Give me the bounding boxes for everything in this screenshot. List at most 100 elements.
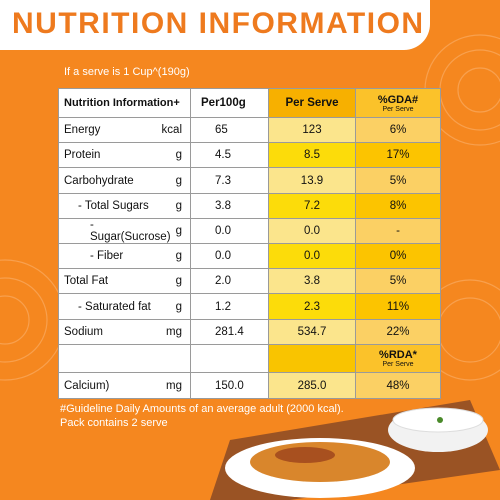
header-cell: Per Serve (268, 88, 356, 118)
gda: 48% (386, 379, 410, 392)
value-cell: 5% (355, 167, 441, 194)
value-cell: 0% (355, 243, 441, 269)
value-cell: 2.3 (268, 293, 356, 320)
unit: g (175, 174, 182, 187)
unit: kcal (161, 124, 182, 136)
per-100g: 150.0 (215, 379, 244, 392)
name-cell: - Saturated fat g (58, 293, 191, 320)
value-cell: 2.0 (190, 268, 269, 294)
value-cell: 65 (190, 117, 269, 143)
unit: g (175, 300, 182, 313)
gda: 11% (386, 300, 410, 313)
blank-cell (190, 344, 269, 373)
unit: g (175, 275, 182, 287)
gda: - (396, 225, 400, 237)
value-cell: - (355, 218, 441, 244)
footnote: #Guideline Daily Amounts of an average a… (60, 403, 344, 415)
blank-cell (58, 344, 191, 373)
value-cell: 11% (355, 293, 441, 320)
per-100g: 2.0 (215, 275, 231, 287)
per-serve: 2.3 (304, 300, 320, 313)
value-cell: 4.5 (190, 142, 269, 168)
value-cell: 285.0 (268, 372, 356, 399)
value-cell: 123 (268, 117, 356, 143)
gda: 5% (389, 174, 407, 187)
nutrient-name: Total Fat (64, 275, 109, 287)
per-100g: 281.4 (215, 326, 244, 338)
value-cell: 0.0 (190, 243, 269, 269)
blank-cell (268, 344, 356, 373)
gda: 22% (386, 326, 410, 338)
value-cell: 17% (355, 142, 441, 168)
value-cell: 150.0 (190, 372, 269, 399)
header-label: Per100g (201, 97, 246, 109)
nutrient-name: Carbohydrate (64, 174, 134, 187)
unit: g (175, 200, 182, 212)
name-cell: Sodium mg (58, 319, 191, 345)
footnote: Pack contains 2 serve (60, 417, 168, 429)
unit: g (175, 225, 182, 237)
per-100g: 7.3 (215, 174, 231, 187)
per-100g: 65 (215, 124, 228, 136)
value-cell: 3.8 (190, 193, 269, 219)
header-label: %RDA* (379, 349, 417, 361)
name-cell: Energy kcal (58, 117, 191, 143)
per-serve: 123 (302, 124, 322, 136)
value-cell: 7.3 (190, 167, 269, 194)
nutrient-name: - Total Sugars (78, 200, 149, 212)
header-cell: Per100g (190, 88, 269, 118)
value-cell: 5% (355, 268, 441, 294)
header-label: Nutrition Information+ (64, 97, 180, 109)
gda: 6% (389, 124, 407, 136)
gda: 17% (386, 149, 410, 161)
header-cell: Nutrition Information+ (58, 88, 191, 118)
serving-note: If a serve is 1 Cup^(190g) (64, 66, 190, 78)
nutrient-name: - Sugar(Sucrose) (90, 219, 171, 243)
header-sublabel: Per Serve (382, 361, 414, 368)
value-cell: 1.2 (190, 293, 269, 320)
per-serve: 285.0 (297, 379, 327, 392)
unit: g (175, 250, 182, 262)
nutrient-name: Energy (64, 124, 101, 136)
value-cell: 22% (355, 319, 441, 345)
header-label: %GDA# (377, 93, 419, 106)
value-cell: 7.2 (268, 193, 356, 219)
header-cell: %GDA# Per Serve (355, 88, 441, 118)
name-cell: Carbohydrate g (58, 167, 191, 194)
per-serve: 0.0 (304, 250, 320, 262)
per-serve: 8.5 (304, 149, 320, 161)
name-cell: Calcium) mg (58, 372, 191, 399)
per-serve: 534.7 (297, 326, 327, 338)
value-cell: 3.8 (268, 268, 356, 294)
per-100g: 3.8 (215, 200, 231, 212)
name-cell: Total Fat g (58, 268, 191, 294)
value-cell: 0.0 (268, 243, 356, 269)
gda: 8% (389, 200, 407, 212)
unit: g (175, 149, 182, 161)
title-banner (0, 0, 430, 50)
value-cell: 0.0 (190, 218, 269, 244)
per-serve: 3.8 (304, 275, 320, 287)
per-100g: 4.5 (215, 149, 231, 161)
nutrient-name: - Fiber (90, 250, 124, 262)
nutrient-name: Sodium (64, 326, 103, 338)
nutrient-name: - Saturated fat (78, 300, 151, 313)
value-cell: 48% (355, 372, 441, 399)
name-cell: - Total Sugars g (58, 193, 191, 219)
value-cell: 534.7 (268, 319, 356, 345)
value-cell: 13.9 (268, 167, 356, 194)
value-cell: 0.0 (268, 218, 356, 244)
per-100g: 0.0 (215, 225, 231, 237)
header-cell: %RDA* Per Serve (355, 344, 441, 373)
per-serve: 13.9 (300, 174, 324, 187)
unit: mg (166, 326, 182, 338)
nutrient-name: Calcium) (64, 379, 110, 392)
value-cell: 8% (355, 193, 441, 219)
nutrient-name: Protein (64, 149, 101, 161)
gda: 5% (389, 275, 407, 287)
value-cell: 6% (355, 117, 441, 143)
title: NUTRITION INFORMATION (12, 7, 425, 40)
name-cell: Protein g (58, 142, 191, 168)
header-sublabel: Per Serve (382, 105, 414, 113)
